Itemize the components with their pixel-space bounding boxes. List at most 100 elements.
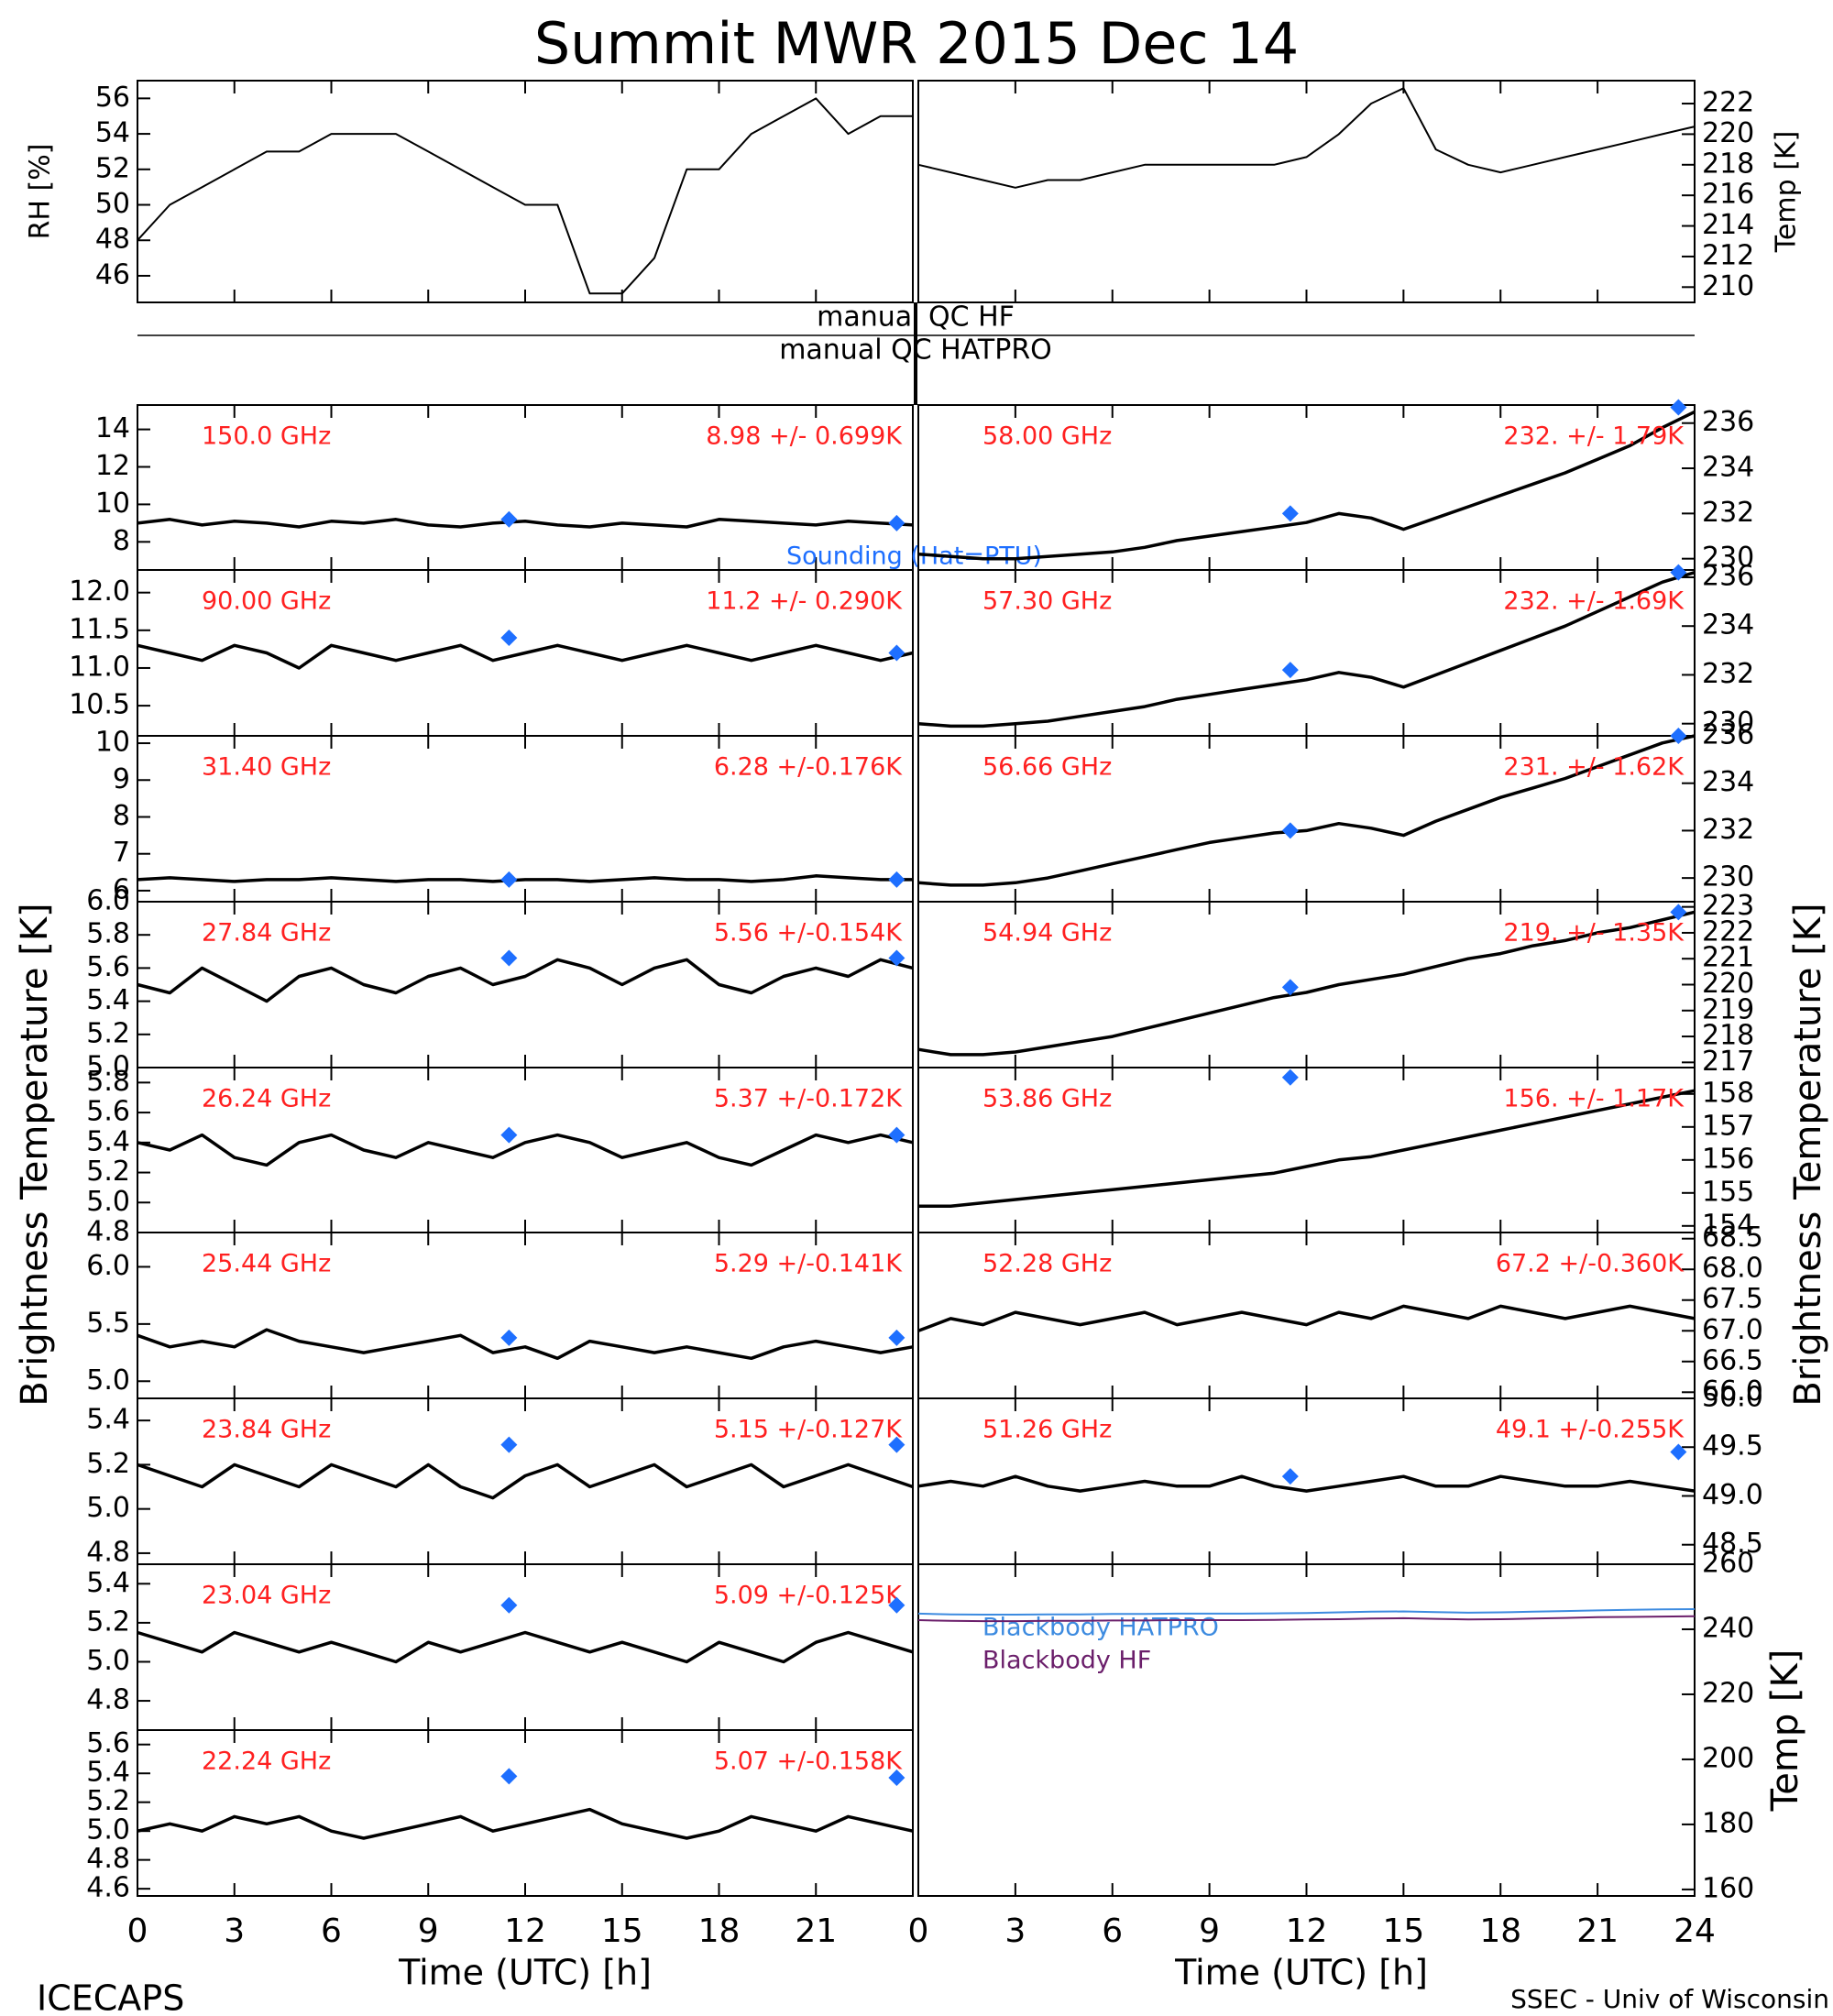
y-axis-label: Temp [K] <box>1771 131 1803 254</box>
y-tick-label: 220 <box>1702 968 1754 1000</box>
y-tick-label: 230 <box>1702 707 1754 739</box>
y-tick-label: 240 <box>1702 1612 1754 1644</box>
channel-stats: 5.09 +/-0.125K <box>714 1582 903 1610</box>
y-tick-label: 66.5 <box>1702 1344 1763 1376</box>
x-tick-label: 21 <box>795 1912 837 1950</box>
x-tick-label: 15 <box>1382 1912 1424 1950</box>
sonde-marker <box>888 871 906 888</box>
data-line <box>137 1807 914 1840</box>
y-tick-label: 66.0 <box>1702 1375 1763 1408</box>
y-tick-label: 230 <box>1702 861 1754 893</box>
data-line <box>137 958 914 1003</box>
y-tick-label: 232 <box>1702 497 1754 529</box>
sonde-marker <box>888 1329 906 1346</box>
x-tick-label: 0 <box>908 1912 929 1950</box>
y-tick-label: 50.0 <box>1702 1382 1763 1414</box>
y-tick-label: 49.5 <box>1702 1430 1763 1463</box>
y-tick-label: 56 <box>95 82 130 114</box>
y-tick-label: 232 <box>1702 814 1754 846</box>
y-tick-label: 234 <box>1702 609 1754 641</box>
y-tick-label: 220 <box>1702 1677 1754 1709</box>
channel-label: 53.86 GHz <box>982 1085 1112 1113</box>
qc-hf-label: manual QC HF <box>817 301 1015 334</box>
y-tick-label: 10 <box>95 727 130 759</box>
y-tick-label: 50 <box>95 188 130 220</box>
footer-left: ICECAPS <box>37 1978 184 2016</box>
y-tick-label: 5.6 <box>86 1096 130 1128</box>
y-tick-label: 234 <box>1702 452 1754 484</box>
y-tick-label: 216 <box>1702 179 1754 211</box>
x-axis-label-right: Time (UTC) [h] <box>1174 1953 1428 1993</box>
channel-stats: 232. +/- 1.69K <box>1503 587 1685 616</box>
sonde-marker <box>1670 564 1687 581</box>
y-tick-label: 5.0 <box>86 1051 130 1083</box>
x-tick-label: 3 <box>1004 1912 1026 1950</box>
data-line <box>917 1474 1696 1493</box>
channel-stats: 156. +/- 1.17K <box>1503 1085 1685 1113</box>
legend-entry: Blackbody HF <box>982 1647 1151 1675</box>
channel-label: 23.84 GHz <box>202 1416 331 1444</box>
y-tick-label: 12 <box>95 450 130 482</box>
x-tick-label: 18 <box>1479 1912 1521 1950</box>
x-tick-label: 6 <box>321 1912 342 1950</box>
y-tick-label: 236 <box>1702 719 1754 751</box>
x-tick-label: 12 <box>504 1912 546 1950</box>
footer-right: SSEC - Univ of Wisconsin <box>1510 1984 1829 2014</box>
y-tick-label: 200 <box>1702 1742 1754 1774</box>
y-tick-label: 5.2 <box>86 1448 130 1480</box>
y-tick-label: 5.6 <box>86 951 130 983</box>
y-tick-label: 4.8 <box>86 1684 130 1716</box>
y-tick-label: 260 <box>1702 1548 1754 1580</box>
sonde-marker <box>500 630 518 647</box>
y-axis-label-left: Brightness Temperature [K] <box>14 903 56 1406</box>
y-tick-label: 5.0 <box>86 1645 130 1677</box>
title: Summit MWR 2015 Dec 14 <box>534 10 1299 77</box>
data-line <box>917 1615 1696 1623</box>
y-tick-label: 155 <box>1702 1176 1754 1208</box>
channel-stats: 5.07 +/-0.158K <box>714 1748 903 1776</box>
sonde-marker <box>1281 662 1299 679</box>
channel-stats: 67.2 +/-0.360K <box>1496 1250 1685 1278</box>
data-line <box>917 571 1696 729</box>
sounding-label: Sounding (Hat=PTU) <box>786 542 1042 571</box>
y-tick-label: 68.0 <box>1702 1253 1763 1285</box>
data-line <box>137 1133 914 1167</box>
channel-label: 27.84 GHz <box>202 919 331 948</box>
y-tick-label: 219 <box>1702 993 1754 1025</box>
y-tick-label: 12.0 <box>69 575 130 608</box>
y-tick-label: 48.5 <box>1702 1528 1763 1560</box>
y-tick-label: 5.2 <box>86 1605 130 1638</box>
channel-stats: 219. +/- 1.35K <box>1503 919 1685 948</box>
y-tick-label: 236 <box>1702 560 1754 592</box>
y-tick-label: 4.8 <box>86 1843 130 1875</box>
x-tick-label: 0 <box>127 1912 148 1950</box>
y-tick-label: 210 <box>1702 270 1754 302</box>
data-line <box>917 910 1696 1057</box>
y-tick-label: 48 <box>95 224 130 256</box>
x-tick-label: 12 <box>1286 1912 1328 1950</box>
plot-frame <box>917 80 1696 303</box>
sonde-marker <box>1670 399 1687 416</box>
y-tick-label: 5.4 <box>86 984 130 1016</box>
channel-label: 25.44 GHz <box>202 1250 331 1278</box>
y-tick-label: 160 <box>1702 1872 1754 1904</box>
data-line <box>917 87 1696 189</box>
y-tick-label: 54 <box>95 117 130 149</box>
y-tick-label: 6.0 <box>86 885 130 917</box>
sonde-marker <box>1670 728 1687 744</box>
sonde-marker <box>888 1596 906 1614</box>
x-tick-label: 18 <box>698 1912 741 1950</box>
y-tick-label: 67.5 <box>1702 1283 1763 1315</box>
y-tick-label: 222 <box>1702 87 1754 119</box>
channel-label: 57.30 GHz <box>982 587 1112 616</box>
data-line <box>137 1463 914 1500</box>
y-tick-label: 5.4 <box>86 1757 130 1789</box>
data-line <box>137 1328 914 1361</box>
sonde-marker <box>1281 979 1299 996</box>
data-line <box>137 874 913 883</box>
y-tick-label: 5.2 <box>86 1017 130 1049</box>
channel-label: 22.24 GHz <box>202 1748 331 1776</box>
sonde-marker <box>500 1126 518 1144</box>
sonde-marker <box>500 1436 518 1453</box>
